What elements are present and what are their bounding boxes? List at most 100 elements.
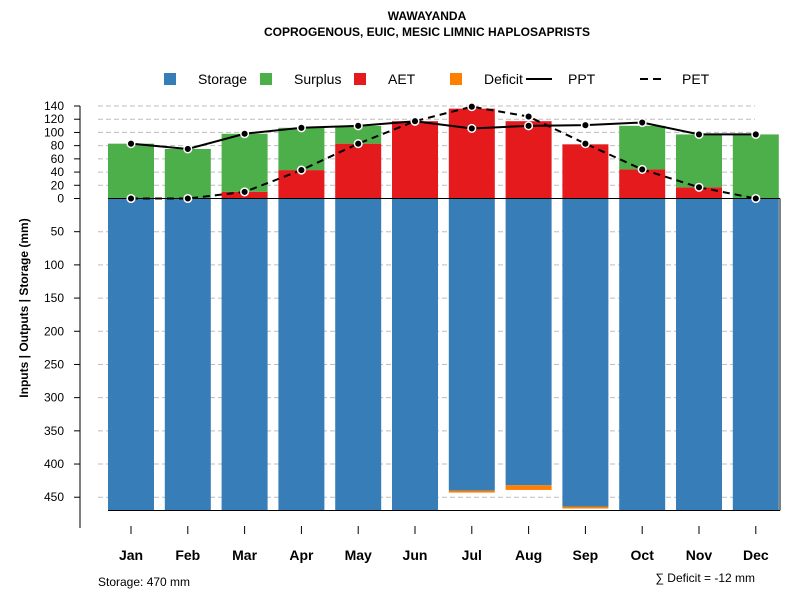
y-tick-label: 100: [44, 125, 64, 139]
legend-item-aet: AET: [354, 71, 416, 87]
x-tick-label: Mar: [232, 547, 257, 563]
chart-title: WAWAYANDA: [388, 9, 467, 23]
y-tick-label: 350: [44, 424, 64, 438]
y-tick-label: 200: [44, 324, 64, 338]
pet-point: [580, 139, 590, 149]
storage-bar: [505, 198, 552, 486]
ppt-point: [637, 117, 647, 128]
pet-point: [126, 193, 136, 204]
legend-label: Surplus: [294, 71, 341, 87]
chart-subtitle: COPROGENOUS, EUIC, MESIC LIMNIC HAPLOSAP…: [264, 25, 590, 39]
surplus-swatch: [260, 73, 272, 85]
y-tick-label: 120: [44, 112, 64, 126]
y-tick-label: 40: [51, 165, 65, 179]
storage-bar: [335, 198, 382, 511]
surplus-bar: [108, 143, 154, 199]
pet-point: [637, 164, 647, 174]
aet-bar: [562, 144, 609, 199]
y-tick-label: 50: [51, 225, 65, 239]
y-tick-label: 300: [44, 391, 64, 405]
surplus-bar: [732, 134, 779, 199]
aet-bar: [392, 121, 438, 199]
deficit-bar: [505, 485, 552, 490]
legend-label: PET: [682, 71, 710, 87]
y-axis-label: Inputs | Outputs | Storage (mm): [17, 218, 31, 397]
ppt-point: [694, 129, 704, 139]
x-tick-label: May: [345, 547, 372, 563]
aet-swatch: [354, 73, 366, 85]
storage-bar: [732, 198, 779, 511]
x-tick-label: Jan: [119, 547, 143, 563]
ppt-point: [751, 129, 761, 139]
legend: Storage Surplus AET Deficit PPT PET: [164, 71, 710, 87]
storage-bar: [676, 198, 722, 511]
bars-layer: [108, 108, 781, 511]
legend-item-surplus: Surplus: [260, 71, 341, 87]
pet-point: [467, 102, 477, 112]
x-tick-label: Oct: [631, 547, 655, 563]
storage-bar: [221, 198, 268, 511]
surplus-bar: [221, 133, 268, 192]
legend-item-ppt: PPT: [526, 71, 596, 87]
y-tick-label: 0: [57, 192, 64, 206]
y-tick-label: 150: [44, 291, 64, 305]
legend-item-pet: PET: [640, 71, 710, 87]
ppt-point: [524, 121, 534, 131]
pet-line: [131, 105, 756, 200]
x-tick-label: Apr: [289, 547, 314, 563]
x-tick-label: Dec: [743, 547, 769, 563]
deficit-swatch: [450, 73, 462, 85]
y-tick-label: 250: [44, 357, 64, 371]
aet-bar: [676, 187, 722, 199]
pet-point: [751, 193, 761, 204]
deficit-bar: [562, 506, 609, 509]
storage-bar: [108, 198, 154, 511]
ppt-point: [580, 120, 590, 130]
x-tick-label: Aug: [515, 547, 542, 563]
deficit-bar: [448, 490, 495, 493]
ppt-point: [126, 139, 136, 149]
y-tick-label: 450: [44, 490, 64, 504]
y-tick-label: 100: [44, 258, 64, 272]
y-tick-label: 80: [51, 139, 65, 153]
storage-bar: [619, 198, 666, 511]
storage-bar: [392, 198, 438, 511]
storage-bar: [448, 198, 495, 491]
axes-layer: 1401201008060402005010015020025030035040…: [44, 99, 769, 563]
surplus-bar: [164, 148, 211, 199]
ppt-point: [410, 116, 420, 126]
surplus-bar: [278, 127, 325, 171]
ppt-point: [467, 123, 477, 134]
y-tick-label: 20: [51, 178, 65, 192]
pet-point: [524, 112, 534, 122]
ppt-point: [296, 123, 306, 133]
y-tick-label: 140: [44, 99, 64, 113]
x-tick-label: Sep: [573, 547, 599, 563]
surplus-bar: [619, 125, 666, 170]
surplus-bar: [335, 125, 382, 144]
storage-swatch: [164, 73, 176, 85]
x-tick-label: Jul: [462, 547, 482, 563]
legend-label: Storage: [198, 71, 247, 87]
legend-item-storage: Storage: [164, 71, 247, 87]
storage-bar: [562, 198, 609, 507]
y-tick-label: 60: [51, 152, 65, 166]
y-tick-label: 400: [44, 457, 64, 471]
ppt-point: [183, 144, 193, 154]
aet-bar: [505, 121, 552, 199]
pet-point: [694, 182, 704, 192]
ppt-point: [353, 121, 363, 131]
aet-bar: [278, 170, 325, 199]
surplus-bar: [676, 134, 722, 188]
pet-point: [353, 139, 363, 149]
storage-bar: [164, 198, 211, 511]
series-lines-layer: [126, 102, 761, 204]
legend-label: PPT: [568, 71, 596, 87]
storage-note: Storage: 470 mm: [98, 575, 190, 589]
deficit-total: ∑ Deficit = -12 mm: [655, 571, 755, 585]
pet-point: [240, 187, 250, 197]
legend-label: AET: [388, 71, 416, 87]
legend-label: Deficit: [484, 71, 523, 87]
pet-point: [183, 193, 193, 204]
